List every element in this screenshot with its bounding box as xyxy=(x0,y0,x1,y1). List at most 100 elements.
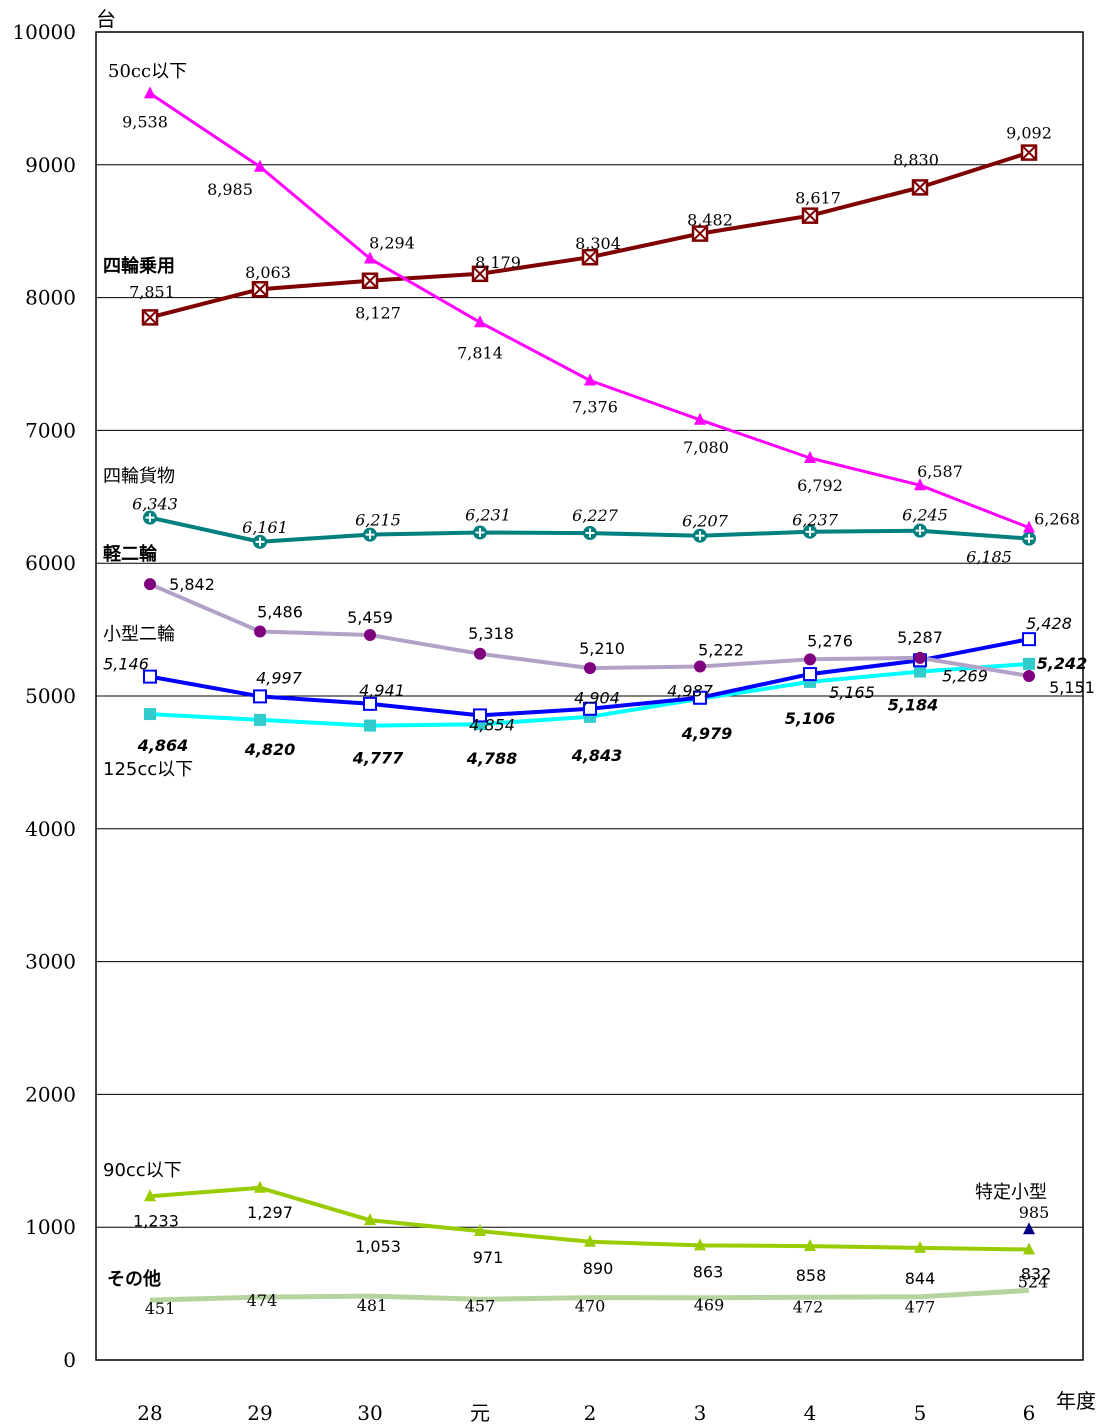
data-label: 8,294 xyxy=(369,234,415,253)
series-name-tokutei-kogata: 特定小型 xyxy=(975,1182,1047,1203)
data-point xyxy=(914,1240,926,1253)
series-line xyxy=(149,1287,1030,1303)
data-label: 5,428 xyxy=(1026,614,1072,633)
series-name-125cc: 125cc以下 xyxy=(103,759,193,780)
x-tick-label: 28 xyxy=(137,1401,162,1424)
data-label: 474 xyxy=(247,1291,278,1310)
data-label: 8,304 xyxy=(575,234,621,253)
series-markers xyxy=(141,86,1038,1255)
data-label: 477 xyxy=(905,1298,936,1317)
data-label: 832 xyxy=(1021,1265,1052,1284)
x-tick-label: 2 xyxy=(584,1401,597,1424)
data-label: 890 xyxy=(583,1259,614,1278)
data-label: 4,987 xyxy=(667,682,714,701)
data-label: 4,904 xyxy=(574,689,620,708)
data-label: 8,127 xyxy=(355,304,401,323)
data-point xyxy=(1023,1222,1035,1235)
y-tick-label: 6000 xyxy=(25,551,76,575)
data-label: 8,482 xyxy=(687,211,733,230)
data-label: 5,106 xyxy=(785,709,836,728)
plot-area-border xyxy=(95,31,1084,1361)
data-point xyxy=(911,179,929,196)
data-point xyxy=(363,696,377,711)
data-label: 5,318 xyxy=(468,624,514,643)
data-point xyxy=(144,578,156,591)
data-label: 9,538 xyxy=(122,112,168,131)
data-point xyxy=(584,1234,596,1247)
data-label: 451 xyxy=(145,1299,176,1318)
data-point xyxy=(583,526,597,541)
data-label: 6,792 xyxy=(797,476,843,495)
series-name-50cc: 50cc以下 xyxy=(108,61,187,82)
y-tick-label: 7000 xyxy=(25,418,76,442)
x-tick-label: 4 xyxy=(804,1401,817,1424)
data-point xyxy=(1020,144,1038,161)
x-tick-label: 29 xyxy=(247,1401,272,1424)
y-tick-label: 9000 xyxy=(25,153,76,177)
x-axis-ticks: 28 29 30 元 2 3 4 5 6 xyxy=(137,1401,1035,1424)
data-label: 6,245 xyxy=(902,506,948,525)
data-point xyxy=(801,207,819,224)
data-label: 5,842 xyxy=(169,575,215,594)
x-tick-label: 元 xyxy=(470,1401,490,1424)
data-point xyxy=(143,669,157,684)
data-point xyxy=(914,651,926,664)
data-label: 8,063 xyxy=(245,263,291,282)
data-point xyxy=(581,248,599,266)
data-point xyxy=(144,708,156,721)
data-label: 4,788 xyxy=(466,749,518,768)
data-point xyxy=(363,527,377,542)
x-tick-label: 3 xyxy=(694,1401,707,1424)
data-point xyxy=(144,86,156,99)
y-tick-label: 2000 xyxy=(25,1082,76,1106)
data-point xyxy=(804,451,816,464)
data-label: 1,297 xyxy=(247,1203,293,1222)
data-label: 4,843 xyxy=(571,746,623,765)
data-label: 5,210 xyxy=(579,639,625,658)
data-point xyxy=(253,689,267,704)
series-name-sonota: その他 xyxy=(107,1268,161,1290)
data-point xyxy=(473,525,487,540)
data-label: 8,179 xyxy=(475,253,521,272)
data-label: 5,151 xyxy=(1049,678,1095,697)
data-label: 4,979 xyxy=(681,724,733,743)
data-label: 7,080 xyxy=(683,438,729,457)
data-label: 5,146 xyxy=(103,655,149,674)
data-label: 7,814 xyxy=(457,343,503,362)
data-label: 985 xyxy=(1019,1203,1050,1222)
data-label: 5,459 xyxy=(347,608,393,627)
data-label: 1,053 xyxy=(355,1237,401,1256)
data-label: 5,486 xyxy=(257,602,303,621)
data-label: 4,997 xyxy=(256,668,303,687)
data-label: 5,242 xyxy=(1037,654,1088,673)
data-label: 7,851 xyxy=(129,282,175,301)
data-point xyxy=(254,625,266,638)
x-tick-label: 5 xyxy=(914,1401,927,1424)
data-label: 6,343 xyxy=(132,495,178,514)
data-point xyxy=(364,1213,376,1226)
data-point xyxy=(1023,669,1035,682)
data-point xyxy=(474,647,486,660)
data-label: 6,268 xyxy=(1034,510,1080,529)
data-point xyxy=(1023,520,1035,533)
y-tick-label: 10000 xyxy=(12,20,76,44)
data-point xyxy=(364,251,376,264)
data-label: 863 xyxy=(693,1262,724,1281)
data-point xyxy=(804,1239,816,1252)
data-point xyxy=(144,1189,156,1202)
data-point xyxy=(471,265,489,283)
data-label: 5,184 xyxy=(888,696,939,715)
data-point xyxy=(803,667,817,682)
data-label: 6,161 xyxy=(242,518,288,537)
data-label: 6,207 xyxy=(682,512,729,531)
data-point xyxy=(913,523,927,538)
data-point xyxy=(583,701,597,716)
data-label: 6,227 xyxy=(572,506,619,525)
data-label: 6,185 xyxy=(966,548,1012,567)
x-tick-label: 6 xyxy=(1023,1401,1036,1424)
data-label: 844 xyxy=(905,1269,936,1288)
data-point xyxy=(251,280,269,298)
data-point xyxy=(803,524,817,539)
x-tick-label: 30 xyxy=(357,1401,382,1424)
data-point xyxy=(693,690,707,705)
